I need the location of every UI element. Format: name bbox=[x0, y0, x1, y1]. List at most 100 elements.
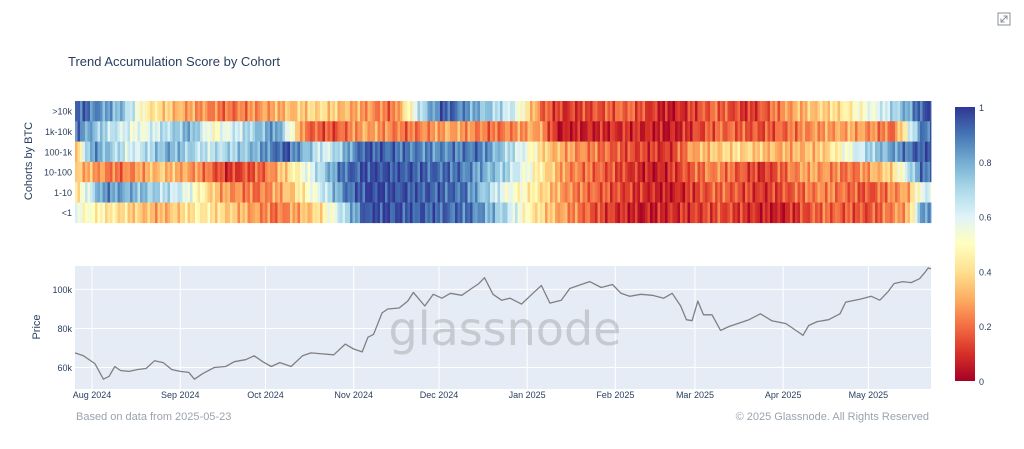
heatmap-cell bbox=[617, 121, 621, 142]
heatmap-cell bbox=[692, 202, 696, 224]
heatmap-cell bbox=[632, 121, 636, 142]
heatmap-cell bbox=[852, 121, 856, 142]
heatmap-cell bbox=[105, 141, 108, 163]
heatmap-cell bbox=[152, 121, 156, 142]
heatmap-cell bbox=[817, 141, 821, 163]
expand-icon[interactable] bbox=[997, 12, 1011, 26]
heatmap-cell bbox=[465, 182, 468, 203]
heatmap-cell bbox=[340, 141, 343, 163]
heatmap-cell bbox=[850, 101, 853, 122]
heatmap-cell bbox=[850, 202, 853, 224]
heatmap-cell bbox=[410, 182, 413, 203]
heatmap-cell bbox=[820, 121, 823, 142]
heatmap-cell bbox=[492, 161, 496, 183]
heatmap-cell bbox=[187, 202, 191, 224]
heatmap-cell bbox=[930, 161, 932, 183]
heatmap-cell bbox=[360, 202, 363, 224]
heatmap-cell bbox=[85, 141, 88, 163]
heatmap-cell bbox=[327, 121, 331, 142]
heatmap-cell bbox=[157, 202, 161, 224]
heatmap-cell bbox=[890, 101, 893, 122]
heatmap-cell bbox=[112, 161, 116, 183]
heatmap-cell bbox=[467, 202, 471, 224]
heatmap-cell bbox=[275, 121, 278, 142]
heatmap-cell bbox=[432, 161, 436, 183]
heatmap-cell bbox=[107, 141, 111, 163]
heatmap-cell bbox=[332, 202, 336, 224]
heatmap-cell bbox=[317, 121, 321, 142]
heatmap-cell bbox=[757, 121, 761, 142]
heatmap-cell bbox=[805, 161, 808, 183]
heatmap-cell bbox=[800, 202, 803, 224]
heatmap-cell bbox=[502, 182, 506, 203]
heatmap-cell bbox=[170, 161, 173, 183]
heatmap-cell bbox=[247, 141, 251, 163]
heatmap-cell bbox=[837, 141, 841, 163]
heatmap-cell bbox=[207, 161, 211, 183]
heatmap-cell bbox=[455, 101, 458, 122]
heatmap-cell bbox=[687, 182, 691, 203]
heatmap-cell bbox=[240, 161, 243, 183]
heatmap-cell bbox=[652, 202, 656, 224]
heatmap-cell bbox=[202, 101, 206, 122]
heatmap-cell bbox=[785, 182, 788, 203]
heatmap-cell bbox=[680, 101, 683, 122]
heatmap-cell bbox=[510, 182, 513, 203]
heatmap-cell bbox=[870, 182, 873, 203]
heatmap-cell bbox=[390, 121, 393, 142]
heatmap-cell bbox=[550, 101, 553, 122]
heatmap-cell bbox=[672, 202, 676, 224]
heatmap-cell bbox=[632, 202, 636, 224]
heatmap-cell bbox=[592, 182, 596, 203]
heatmap-cell bbox=[567, 141, 571, 163]
heatmap-cell bbox=[485, 101, 488, 122]
heatmap-cell bbox=[630, 202, 633, 224]
heatmap-cell bbox=[552, 121, 556, 142]
heatmap-cell bbox=[125, 141, 128, 163]
heatmap-cell bbox=[450, 161, 453, 183]
heatmap-cell bbox=[707, 141, 711, 163]
heatmap-cell bbox=[662, 161, 666, 183]
heatmap-cell bbox=[582, 161, 586, 183]
heatmap-cell bbox=[582, 182, 586, 203]
heatmap-cell bbox=[810, 141, 813, 163]
heatmap-cell bbox=[190, 182, 193, 203]
heatmap-cell bbox=[850, 161, 853, 183]
heatmap-cell bbox=[512, 202, 516, 224]
heatmap-cell bbox=[742, 202, 746, 224]
heatmap-cell bbox=[160, 141, 163, 163]
heatmap-cell bbox=[552, 101, 556, 122]
heatmap-cell bbox=[577, 182, 581, 203]
heatmap-cell bbox=[447, 182, 451, 203]
heatmap-row-label: 1k-10k bbox=[45, 127, 73, 137]
heatmap-cell bbox=[915, 202, 918, 224]
heatmap-cell bbox=[450, 182, 453, 203]
heatmap-cell bbox=[735, 101, 738, 122]
heatmap-cell bbox=[610, 202, 613, 224]
heatmap-cell bbox=[635, 141, 638, 163]
heatmap-cell bbox=[760, 101, 763, 122]
heatmap-cell bbox=[855, 182, 858, 203]
heatmap-cell bbox=[745, 101, 748, 122]
heatmap-cell bbox=[452, 101, 456, 122]
heatmap-cell bbox=[710, 202, 713, 224]
heatmap-cell bbox=[235, 121, 238, 142]
heatmap-cell bbox=[530, 182, 533, 203]
heatmap-cell bbox=[260, 161, 263, 183]
heatmap-cell bbox=[157, 161, 161, 183]
heatmap-cell bbox=[787, 182, 791, 203]
heatmap-cell bbox=[410, 101, 413, 122]
heatmap-cell bbox=[887, 161, 891, 183]
heatmap-cell bbox=[642, 121, 646, 142]
heatmap-cell bbox=[372, 182, 376, 203]
heatmap-cell bbox=[490, 121, 493, 142]
heatmap-cell bbox=[812, 161, 816, 183]
heatmap-cell bbox=[777, 202, 781, 224]
heatmap-cell bbox=[490, 161, 493, 183]
heatmap-cell bbox=[455, 202, 458, 224]
heatmap-cell bbox=[627, 141, 631, 163]
heatmap-cell bbox=[835, 121, 838, 142]
heatmap-cell bbox=[367, 182, 371, 203]
heatmap-cell bbox=[285, 121, 288, 142]
heatmap-cell bbox=[455, 182, 458, 203]
